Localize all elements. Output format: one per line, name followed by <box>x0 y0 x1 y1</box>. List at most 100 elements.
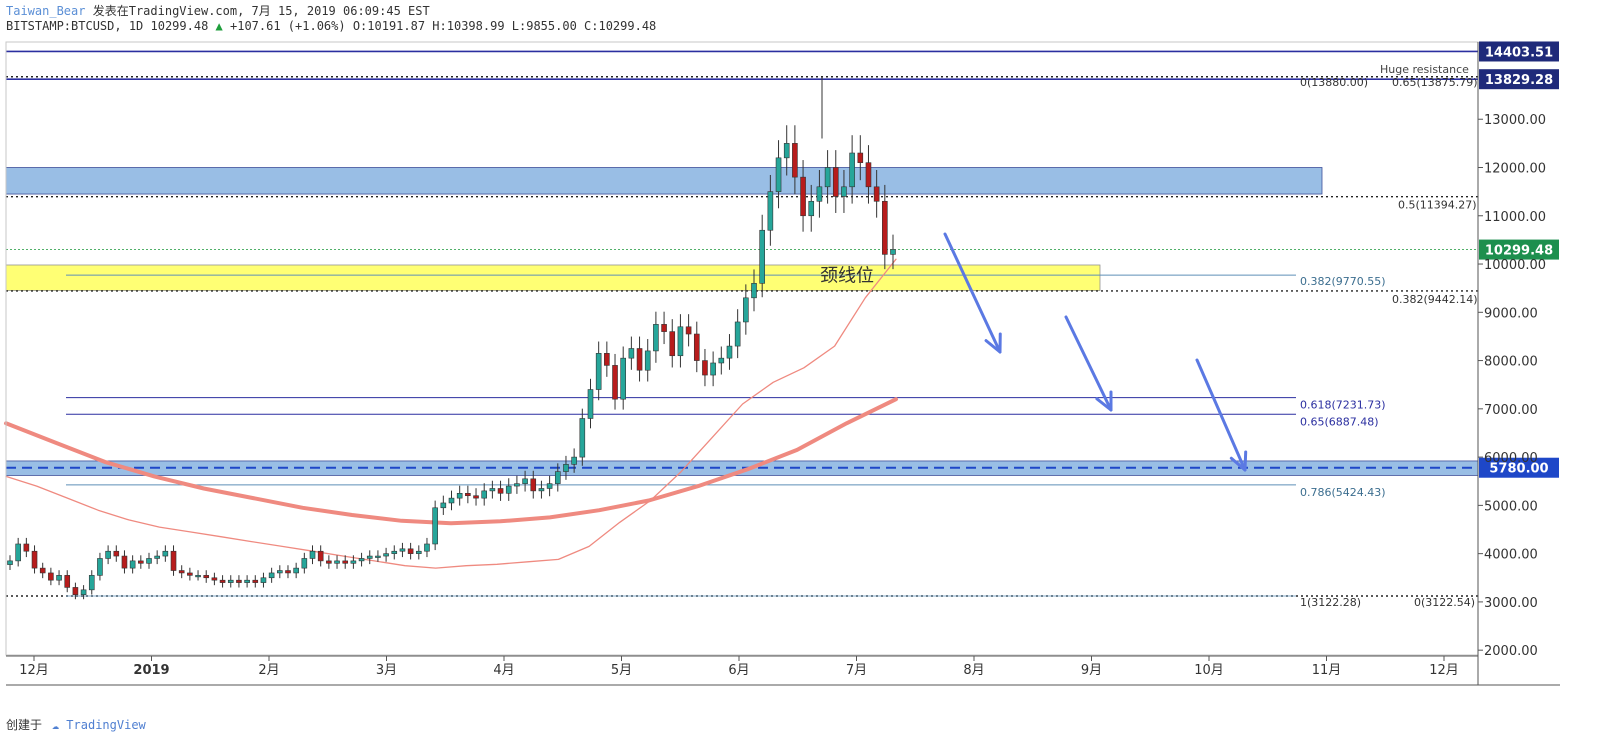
candle-body <box>383 553 389 557</box>
fib-label: 0.786(5424.43) <box>1300 486 1386 499</box>
candle-body <box>604 353 610 366</box>
candle-body <box>415 550 422 554</box>
resistance-zone <box>5 167 1323 195</box>
candle-body <box>718 357 725 364</box>
candle-body <box>595 353 602 390</box>
candle-body <box>39 567 46 574</box>
candle-body <box>105 550 111 559</box>
candle-body <box>456 493 463 499</box>
y-tick-label: 11000.00 <box>1484 210 1546 225</box>
candle-body <box>890 249 896 255</box>
candle-body <box>767 191 774 231</box>
candle-body <box>293 567 299 574</box>
candle-body <box>252 579 259 583</box>
price-tag-label: 5780.00 <box>1489 462 1548 477</box>
price-chart[interactable]: 0(13880.00) 0.65(13875.79) 0.5(11394.27) 0.… <box>0 0 1616 712</box>
candle-body <box>800 176 806 217</box>
candle-body <box>473 495 479 499</box>
x-tick-label: 8月 <box>963 663 984 678</box>
candle-body <box>775 157 782 192</box>
candle-body <box>759 229 765 284</box>
candle-body <box>571 456 577 465</box>
candle-body <box>530 478 537 492</box>
candle-body <box>219 579 226 583</box>
price-tag-label: 13829.28 <box>1485 73 1553 88</box>
candle-body <box>121 555 128 569</box>
candle-body <box>129 560 136 569</box>
price-tag-level <box>1479 69 1559 90</box>
price-tag-label: 14403.51 <box>1485 45 1553 60</box>
candle-body <box>187 572 193 576</box>
y-tick-label: 6000.00 <box>1484 451 1538 466</box>
price-tag-level <box>1479 41 1559 62</box>
y-tick-label: 2000.00 <box>1484 644 1538 659</box>
candle-body <box>138 560 144 564</box>
candle-body <box>317 550 324 562</box>
candle-body <box>277 570 283 574</box>
candle-body <box>211 577 218 581</box>
candle-body <box>832 167 839 197</box>
candle-body <box>734 321 741 347</box>
candle-body <box>824 167 831 188</box>
candle-body <box>587 389 594 419</box>
candle-body <box>620 357 626 400</box>
candle-body <box>391 550 398 554</box>
candle-body <box>236 579 242 583</box>
y-tick-label: 10000.00 <box>1484 258 1546 273</box>
candle-body <box>424 543 430 552</box>
candle-body <box>873 186 880 202</box>
x-tick-label: 10月 <box>1194 663 1224 678</box>
candle-body <box>350 560 357 564</box>
y-tick-label: 5000.00 <box>1484 499 1538 514</box>
author-link[interactable]: Taiwan_Bear <box>6 4 86 18</box>
candle-body <box>465 493 471 497</box>
forecast-arrow-head <box>1229 450 1248 472</box>
candle-body <box>644 350 651 371</box>
candle-body <box>743 297 749 323</box>
fib-label: 0.65(13875.79) <box>1392 76 1478 89</box>
ma-200-line <box>4 397 898 526</box>
y-tick-label: 4000.00 <box>1484 548 1538 563</box>
candle-body <box>113 550 120 557</box>
forecast-arrow <box>1064 315 1113 412</box>
change-text: +107.61 (+1.06%) <box>230 19 346 33</box>
candle-body <box>538 488 545 492</box>
candle-body <box>285 570 291 574</box>
candle-body <box>857 152 864 163</box>
price-tag-dash <box>1479 457 1559 478</box>
candle-body <box>64 575 71 588</box>
candle-body <box>661 324 667 332</box>
forecast-arrow-head <box>984 332 1002 354</box>
candle-body <box>203 575 210 579</box>
candle-body <box>841 186 847 197</box>
tradingview-logo[interactable]: ☁ TradingView <box>51 718 146 732</box>
fib-label: 0.382(9770.55) <box>1300 275 1386 288</box>
candle-body <box>702 360 708 376</box>
candle-body <box>489 488 496 492</box>
tradingview-brand: TradingView <box>66 718 146 732</box>
fib-label: 0(13880.00) <box>1300 76 1368 89</box>
candle-body <box>693 333 700 361</box>
footer: 创建于 ☁ TradingView <box>6 716 146 733</box>
fib-label: 0.5(11394.27) <box>1398 199 1477 212</box>
candle-body <box>505 485 512 494</box>
candle-body <box>309 550 316 559</box>
x-tick-label: 12月 <box>19 663 49 678</box>
candle-body <box>628 348 635 359</box>
candle-body <box>88 575 95 591</box>
x-tick-label: 3月 <box>376 663 397 678</box>
neckline-label: 颈线位 <box>820 266 874 287</box>
candle-body <box>227 579 234 583</box>
candle-body <box>554 471 561 484</box>
candle-body <box>522 478 528 484</box>
price-tag-label: 10299.48 <box>1485 244 1553 259</box>
candle-body <box>178 570 185 574</box>
candle-body <box>407 548 414 554</box>
candle-body <box>612 365 618 400</box>
candle-body <box>710 362 716 376</box>
candle-body <box>481 490 488 499</box>
y-tick-label: 8000.00 <box>1484 355 1538 370</box>
published-text: 发表在TradingView.com, 7月 15, 2019 06:09:45… <box>92 4 430 18</box>
candle-body <box>726 345 733 359</box>
candle-body <box>751 283 757 299</box>
